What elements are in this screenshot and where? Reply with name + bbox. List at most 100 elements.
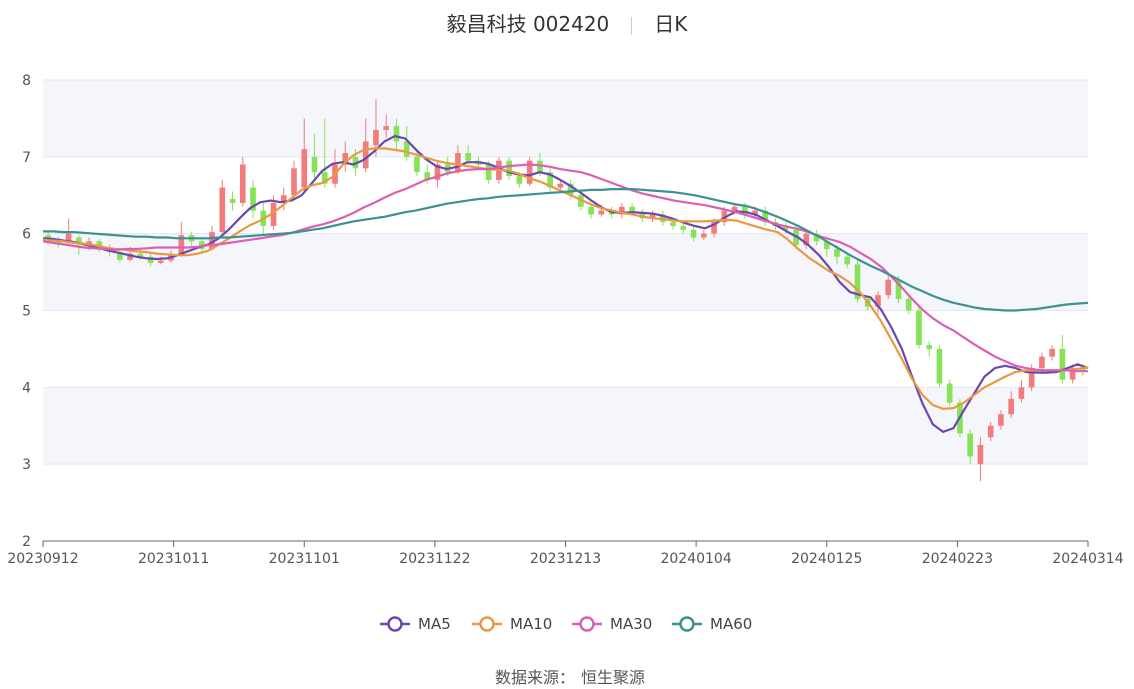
candle-body: [946, 383, 953, 403]
candle: [803, 229, 810, 250]
candle-body: [834, 249, 840, 257]
plot-band: [43, 156, 1088, 234]
candle-body: [342, 152, 349, 165]
legend-item-ma5: MA5: [380, 615, 451, 633]
candle-body: [905, 298, 912, 311]
candle-body: [967, 433, 973, 457]
candle: [147, 253, 154, 266]
candle-body: [977, 444, 984, 465]
ma-line-ma60: [43, 188, 1089, 312]
candle-body: [127, 253, 133, 260]
candle: [291, 160, 297, 200]
candle: [301, 118, 308, 192]
candle-body: [649, 214, 656, 219]
candle-body: [598, 210, 605, 215]
candle: [311, 133, 318, 180]
plot-band: [43, 464, 1088, 541]
candle-body: [629, 206, 635, 213]
candle-body: [1039, 356, 1045, 369]
candle: [506, 156, 512, 180]
candle-body: [895, 279, 902, 299]
candle-body: [229, 199, 236, 203]
candle-body: [998, 414, 1004, 426]
candle: [905, 295, 912, 315]
candle-body: [137, 253, 144, 257]
candle-body: [45, 235, 51, 240]
candle-body: [547, 172, 553, 188]
x-tick-label: 20231213: [530, 551, 601, 567]
candle-body: [875, 295, 881, 307]
x-tick-label: 20231011: [138, 551, 209, 567]
candle-body: [1018, 387, 1025, 399]
candle: [1059, 335, 1066, 384]
candle: [76, 235, 82, 256]
candle-body: [762, 210, 769, 223]
legend-item-ma30: MA30: [572, 615, 652, 633]
candle-body: [209, 232, 215, 250]
candle: [967, 429, 973, 465]
candle-body: [588, 206, 594, 215]
legend-item-ma10: MA10: [472, 615, 552, 633]
candle: [321, 118, 328, 188]
candle-body: [731, 206, 738, 211]
y-tick-label: 7: [22, 150, 31, 166]
candle-body: [485, 164, 492, 180]
candle-body: [301, 149, 308, 188]
candle-body: [239, 164, 246, 203]
candle-body: [96, 241, 103, 248]
legend-marker: [579, 616, 595, 632]
candle-body: [752, 210, 758, 215]
candle: [414, 149, 420, 177]
y-tick-label: 4: [22, 380, 31, 396]
candle-body: [250, 187, 256, 211]
candle-body: [782, 225, 789, 230]
candle-body: [321, 172, 328, 184]
candle: [362, 118, 369, 173]
candle: [998, 410, 1004, 430]
candle: [239, 156, 246, 207]
candle-body: [270, 202, 277, 226]
candle: [762, 206, 769, 226]
legend-marker: [387, 616, 403, 632]
candle-body: [526, 160, 533, 184]
candle-body: [711, 222, 717, 234]
candle-body: [690, 229, 697, 238]
candle-body: [1059, 348, 1066, 380]
legend-label: MA5: [418, 615, 451, 633]
candle: [977, 437, 984, 482]
candle-body: [76, 237, 82, 245]
candle-body: [987, 425, 994, 438]
candle-body: [291, 168, 297, 196]
legend-label: MA30: [610, 615, 652, 633]
period-label: 日K: [654, 12, 688, 36]
candle: [1039, 352, 1045, 372]
candle: [1049, 345, 1055, 361]
candle-body: [936, 348, 943, 384]
candle: [916, 306, 922, 349]
y-axis-ticks: 2 3 4 5 6 7 8: [22, 73, 31, 550]
candle-body: [465, 152, 471, 161]
x-tick-label: 20240125: [791, 551, 862, 567]
candle-body: [619, 206, 625, 215]
candle-body: [86, 241, 92, 245]
candle: [885, 275, 892, 299]
plot-background: [43, 80, 1088, 541]
candle: [403, 126, 410, 161]
candle-body: [455, 152, 461, 173]
candle-body: [311, 156, 318, 173]
candle-body: [1028, 368, 1035, 388]
candle: [178, 222, 185, 257]
ma-line-ma30: [42, 163, 1088, 373]
candle: [1069, 364, 1076, 384]
x-tick-label: 20240104: [660, 551, 731, 567]
legend: MA5 MA10 MA30 MA60: [380, 615, 752, 633]
candle: [936, 345, 943, 388]
candle: [526, 156, 533, 187]
y-tick-label: 5: [22, 304, 31, 320]
legend-label: MA10: [510, 615, 552, 633]
candle-body: [844, 256, 851, 265]
ma-lines: [42, 135, 1089, 433]
candle-body: [557, 183, 564, 188]
candle-body: [383, 126, 390, 130]
candle-body: [567, 183, 574, 196]
